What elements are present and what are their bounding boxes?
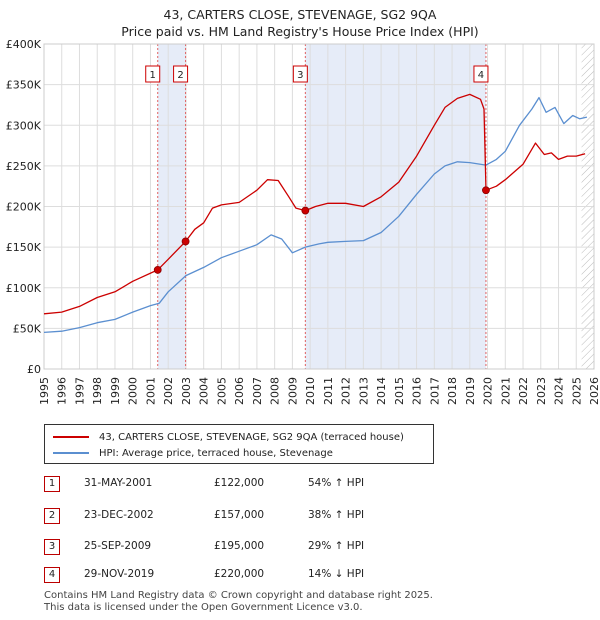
y-tick-label: £0 [27,363,41,376]
y-tick-label: £50K [13,322,42,335]
legend-line-hpi [53,452,89,454]
x-tick-label: 2025 [570,377,583,405]
x-tick-label: 2018 [446,377,459,405]
x-tick-label: 2002 [162,377,175,405]
event-box [145,65,161,83]
x-tick-label: 2022 [517,377,530,405]
x-tick-label: 2005 [215,377,228,405]
event-number: 1 [150,70,156,81]
x-tick-label: 2013 [357,377,370,405]
transaction-number: 1 [44,476,60,492]
event-label-box: 3 [292,65,308,83]
transaction-number: 3 [44,539,60,555]
x-tick-label: 2017 [428,377,441,405]
transaction-number: 2 [44,508,60,524]
title-address: 43, CARTERS CLOSE, STEVENAGE, SG2 9QA [163,7,437,22]
x-tick-label: 2014 [375,377,388,405]
legend-line-property [53,436,89,438]
y-tick-label: £100K [6,282,42,295]
title-subtitle: Price paid vs. HM Land Registry's House … [121,24,479,39]
sale-marker [181,237,190,246]
y-tick-label: £300K [6,119,42,132]
x-tick-label: 1996 [56,377,69,405]
x-tick-label: 2023 [535,377,548,405]
x-tick-label: 2021 [499,377,512,405]
event-box [473,65,489,83]
sale-marker [153,265,162,274]
event-number: 2 [177,70,183,81]
plot-frame [43,43,595,370]
x-tick-label: 2004 [198,377,211,405]
transaction-hpi: 29% ↑ HPI [308,540,365,552]
transaction-price: £157,000 [214,509,265,521]
hpi-line [43,96,588,334]
event-number: 4 [478,70,484,81]
event-label-box: 4 [473,65,489,83]
legend-item-hpi: HPI: Average price, terraced house, Stev… [53,446,333,460]
x-tick-label: 1997 [73,377,86,405]
transaction-date: 31-MAY-2001 [84,477,153,489]
x-tick-label: 2003 [180,377,193,405]
footer-licence: This data is licensed under the Open Gov… [44,602,363,613]
transaction-number: 4 [44,567,60,583]
legend-item-property: 43, CARTERS CLOSE, STEVENAGE, SG2 9QA (t… [53,430,404,444]
transaction-price: £220,000 [214,568,265,580]
transaction-price: £195,000 [214,540,265,552]
x-tick-label: 2012 [340,377,353,405]
chart-title: 43, CARTERS CLOSE, STEVENAGE, SG2 9QA Pr… [0,6,600,40]
transaction-date: 25-SEP-2009 [84,540,152,552]
x-tick-label: 2020 [482,377,495,405]
x-tick-label: 2019 [464,377,477,405]
transaction-price: £122,000 [214,477,265,489]
y-tick-label: £400K [6,38,42,51]
event-box [173,65,189,83]
transaction-date: 29-NOV-2019 [84,568,155,580]
x-tick-label: 2015 [393,377,406,405]
x-tick-label: 2016 [411,377,424,405]
sale-marker [301,206,310,215]
x-tick-label: 2008 [269,377,282,405]
x-tick-label: 2009 [286,377,299,405]
price-chart: 1 2 3 4 £0 £50K £100K £150K £200K £250K £300K £350K… [6,38,600,405]
x-tick-label: 2026 [588,377,600,405]
x-tick-label: 1999 [109,377,122,405]
x-tick-label: 2000 [127,377,140,405]
transaction-date: 23-DEC-2002 [84,509,154,521]
x-tick-label: 2006 [233,377,246,405]
event-box [292,65,308,83]
x-tick-label: 1995 [38,377,51,405]
footer-copyright: Contains HM Land Registry data © Crown c… [44,590,433,601]
x-tick-label: 2001 [144,377,157,405]
transaction-hpi: 14% ↓ HPI [308,568,365,580]
y-tick-label: £350K [6,79,42,92]
transaction-hpi: 38% ↑ HPI [308,509,365,521]
event-label-box: 1 [145,65,161,83]
event-number: 3 [297,70,303,81]
property-line [43,93,586,315]
legend-label-property: 43, CARTERS CLOSE, STEVENAGE, SG2 9QA (t… [99,431,404,443]
y-tick-label: £200K [6,201,42,214]
sale-marker [482,186,490,195]
x-tick-label: 2010 [304,377,317,405]
x-tick-label: 2011 [322,377,335,405]
chart-legend: 43, CARTERS CLOSE, STEVENAGE, SG2 9QA (t… [44,424,434,464]
x-tick-label: 2007 [251,377,264,405]
transaction-hpi: 54% ↑ HPI [308,477,365,489]
x-tick-label: 1998 [91,377,104,405]
y-tick-label: £150K [6,241,42,254]
footer-attribution: Contains HM Land Registry data © Crown c… [44,590,433,614]
legend-label-hpi: HPI: Average price, terraced house, Stev… [99,447,333,459]
event-label-box: 2 [173,65,189,83]
y-tick-label: £250K [6,160,42,173]
x-tick-label: 2024 [553,377,566,405]
